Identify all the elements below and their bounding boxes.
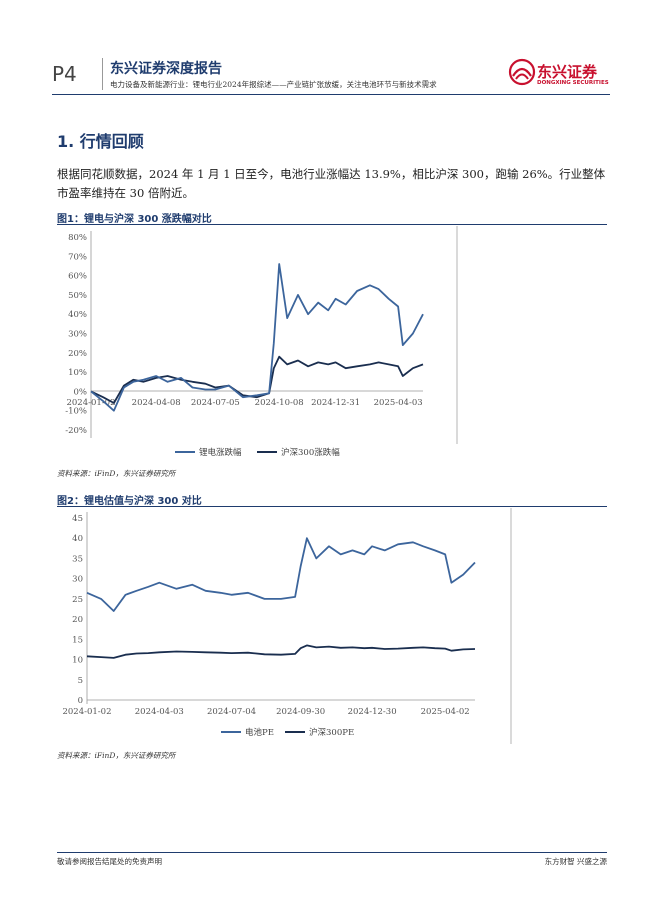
logo-wordmark: 东兴证券 — [537, 63, 598, 81]
y-tick-label: 80% — [68, 233, 87, 243]
legend-label: 电池PE — [245, 727, 274, 738]
report-subtitle: 电力设备及新能源行业：锂电行业2024年报综述——产业链扩张放缓，关注电池环节与… — [110, 80, 437, 89]
chart-1: 80% 70% 60% 50% 40% 30% 20% 10% 0% -10% -20% 2024-0… — [65, 226, 458, 458]
legend-label: 沪深300PE — [309, 727, 354, 738]
series-line-0 — [90, 263, 424, 412]
page-number: P4 — [52, 62, 77, 86]
x-tick-label: 2024-01-02 — [66, 398, 115, 408]
x-tick-label: 2025-04-02 — [421, 707, 470, 717]
y-tick-label: 15 — [72, 635, 83, 645]
y-tick-label: 20% — [68, 349, 87, 359]
logo-wordmark-en: DONGXING SECURITIES — [537, 80, 609, 86]
x-tick-label: 2024-10-08 — [255, 398, 304, 408]
figure1-title: 图1：锂电与沪深 300 涨跌幅对比 — [57, 214, 212, 225]
series-line-0 — [86, 537, 476, 612]
y-tick-label: 5 — [78, 676, 83, 686]
y-tick-label: 0 — [78, 696, 83, 706]
y-tick-label: 30 — [72, 575, 83, 585]
figure2-title: 图2：锂电估值与沪深 300 对比 — [57, 496, 202, 507]
x-tick-label: 2024-07-04 — [207, 707, 256, 717]
x-tick-label: 2024-01-02 — [62, 707, 111, 717]
y-tick-label: 20 — [72, 615, 83, 625]
legend-label: 锂电涨跌幅 — [199, 447, 242, 458]
header-rule — [52, 94, 610, 95]
footer-slogan: 东方财智 兴盛之源 — [544, 857, 607, 866]
footer-disclaimer: 敬请参阅报告结尾处的免责声明 — [57, 857, 162, 866]
figure2-rule — [57, 506, 607, 507]
legend-label: 沪深300涨跌幅 — [281, 447, 340, 458]
logo-emblem-icon — [508, 58, 536, 86]
y-tick-label: 0% — [74, 387, 88, 397]
section-title: 1. 行情回顾 — [57, 132, 144, 151]
figure1-source: 资料来源：iFinD，东兴证券研究所 — [57, 469, 176, 478]
y-tick-label: 50% — [68, 291, 87, 301]
y-tick-label: 60% — [68, 272, 87, 282]
y-tick-label: 70% — [68, 252, 87, 262]
figure2-source: 资料来源：iFinD，东兴证券研究所 — [57, 751, 176, 760]
series-line-1 — [90, 355, 424, 404]
section-paragraph: 根据同花顺数据，2024 年 1 月 1 日至今，电池行业涨幅达 13.9%，相… — [57, 167, 606, 200]
y-tick-label: 10% — [68, 368, 87, 378]
x-tick-label: 2024-04-03 — [135, 707, 184, 717]
footer-rule — [57, 852, 607, 853]
y-tick-label: -20% — [65, 426, 87, 436]
x-tick-label: 2024-09-30 — [276, 707, 325, 717]
y-tick-label: 40 — [72, 534, 83, 544]
figure1-rule — [57, 224, 607, 225]
y-tick-label: -10% — [65, 407, 87, 417]
y-tick-label: 40% — [68, 310, 87, 320]
y-tick-label: 10 — [72, 656, 83, 666]
y-tick-label: 25 — [72, 595, 83, 605]
header-divider — [102, 58, 103, 90]
x-tick-label: 2025-04-03 — [374, 398, 423, 408]
company-logo — [508, 58, 536, 86]
x-tick-label: 2024-12-30 — [348, 707, 397, 717]
series-line-1 — [86, 644, 476, 659]
x-tick-label: 2024-04-08 — [132, 398, 181, 408]
report-title: 东兴证券深度报告 — [110, 61, 222, 77]
y-tick-label: 45 — [72, 514, 83, 524]
y-tick-label: 35 — [72, 554, 83, 564]
x-tick-label: 2024-07-05 — [191, 398, 240, 408]
x-tick-label: 2024-12-31 — [311, 398, 360, 408]
y-tick-label: 30% — [68, 330, 87, 340]
